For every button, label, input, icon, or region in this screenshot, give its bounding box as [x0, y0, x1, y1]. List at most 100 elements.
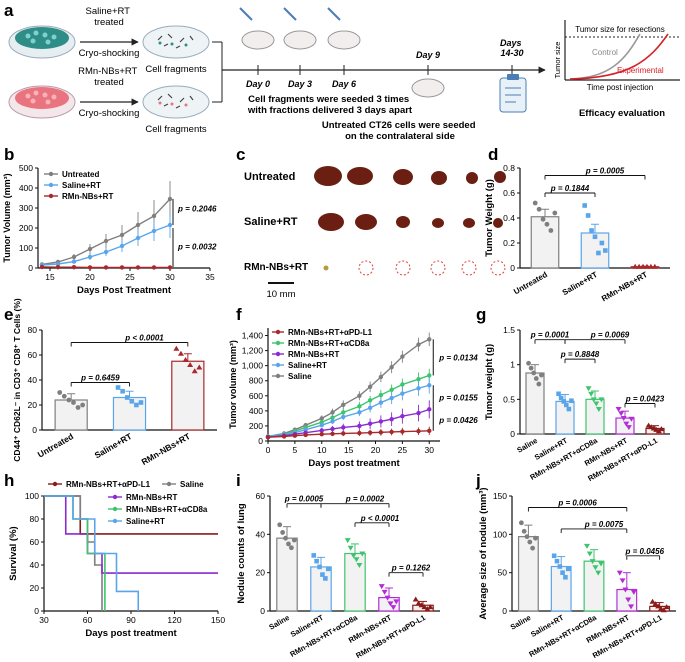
data-point	[625, 425, 632, 431]
data-point	[344, 538, 351, 544]
data-point	[66, 397, 72, 403]
data-point	[286, 541, 291, 547]
legend-marker	[275, 340, 281, 346]
data-point	[424, 606, 431, 612]
data-point	[518, 520, 524, 526]
data-point	[135, 222, 141, 228]
data-point	[357, 423, 362, 429]
data-point	[400, 429, 405, 434]
data-point	[658, 426, 665, 432]
data-point	[71, 259, 77, 264]
data-point	[119, 265, 125, 270]
data-point	[325, 566, 331, 572]
mini-xlabel: Time post injection	[587, 83, 653, 92]
data-point	[135, 235, 141, 241]
category-label: Saline+RT	[561, 270, 599, 297]
data-point	[167, 265, 173, 270]
data-point	[521, 528, 527, 534]
clipboard-icon	[499, 74, 527, 113]
data-point	[616, 570, 623, 576]
data-point	[57, 390, 63, 395]
data-point	[625, 597, 632, 603]
y-tick-label: 0.8	[503, 163, 515, 173]
data-point	[427, 604, 434, 610]
data-point	[598, 397, 605, 403]
data-point	[323, 576, 328, 581]
data-point	[55, 265, 61, 270]
panel-letter-g: g	[476, 305, 486, 324]
data-point	[540, 216, 546, 222]
category-label: Saline	[509, 613, 533, 632]
p-value-label: p = 0.0423	[625, 394, 665, 403]
y-tick-label: 400	[249, 406, 263, 416]
data-point	[557, 564, 563, 569]
data-point	[416, 342, 421, 347]
data-point	[393, 599, 400, 605]
data-point	[357, 410, 362, 415]
legend-label: RMn-NBs+RT+αPD-L1	[288, 328, 373, 337]
seed-note: Cell fragments were seeded 3 times with …	[247, 94, 413, 116]
category-label: Saline	[267, 613, 291, 632]
data-point	[350, 553, 357, 559]
y-tick-label: 0.4	[503, 213, 515, 223]
data-point	[592, 565, 599, 571]
bar	[583, 560, 605, 612]
days-line2: 14-30	[500, 48, 523, 58]
x-tick-label: 10	[317, 445, 327, 455]
data-point	[341, 410, 346, 415]
data-point	[389, 416, 394, 422]
y-tick-label: 0.2	[503, 238, 515, 248]
category-label: RMn-NBs+RT	[140, 431, 193, 467]
data-point	[389, 364, 394, 370]
day-6-label: Day 6	[332, 79, 357, 89]
p-value-label: p < 0.0001	[124, 334, 164, 343]
p-value-label: p = 0.0006	[557, 499, 597, 508]
data-point	[357, 430, 362, 436]
dish-saline-icon	[8, 25, 76, 59]
data-point	[556, 391, 561, 397]
bottom-treatment-label: RMn-NBs+RT treated	[78, 66, 140, 88]
y-tick-label: 0	[502, 606, 507, 616]
data-point	[585, 213, 591, 218]
y-tick-label: 0	[34, 606, 39, 616]
y-tick-label: 1.5	[503, 325, 515, 335]
dish-rmn-icon	[8, 85, 76, 119]
y-tick-label: 1,400	[242, 331, 264, 341]
panel-letter-b: b	[4, 145, 14, 164]
data-point	[527, 539, 533, 545]
data-point	[588, 391, 595, 397]
mouse-icon	[241, 30, 445, 98]
data-point	[416, 429, 421, 434]
panel-letter-c: c	[236, 145, 245, 164]
panel-letter-e: e	[4, 305, 13, 324]
data-point	[353, 557, 360, 563]
x-tick-label: 60	[83, 615, 93, 625]
p-value-label: p = 0.0069	[590, 331, 630, 340]
tumor-photo-row-1	[314, 166, 506, 186]
data-point	[551, 553, 557, 559]
data-point	[138, 400, 144, 405]
p-value-label: p = 0.0155	[438, 393, 478, 402]
row-label-saline-rt: Saline+RT	[244, 216, 298, 228]
y-tick-label: 80	[30, 514, 40, 524]
legend-label: RMn-NBs+RT+αCD8a	[288, 339, 370, 348]
data-point	[367, 405, 373, 411]
untreated-note-line2: on the contralateral side	[345, 131, 455, 142]
data-point	[71, 400, 76, 405]
y-tick-label: 50	[498, 568, 508, 578]
fragment-dish-bottom-icon	[142, 85, 210, 119]
data-point	[582, 203, 587, 208]
legend-marker	[112, 518, 118, 524]
legend-label: Saline+RT	[62, 181, 101, 190]
data-point	[319, 422, 324, 428]
data-point	[151, 265, 157, 270]
tumor-photo-row-2	[318, 213, 503, 231]
data-point	[554, 558, 560, 564]
x-axis-label: Days post treatment	[85, 628, 177, 639]
data-point	[151, 228, 157, 234]
untreated-note: Untreated CT26 cells were seeded on the …	[322, 120, 478, 142]
top-process-label: Cryo-shocking	[79, 48, 140, 59]
p-value-label: p = 0.0134	[438, 353, 478, 362]
data-point	[115, 385, 121, 390]
